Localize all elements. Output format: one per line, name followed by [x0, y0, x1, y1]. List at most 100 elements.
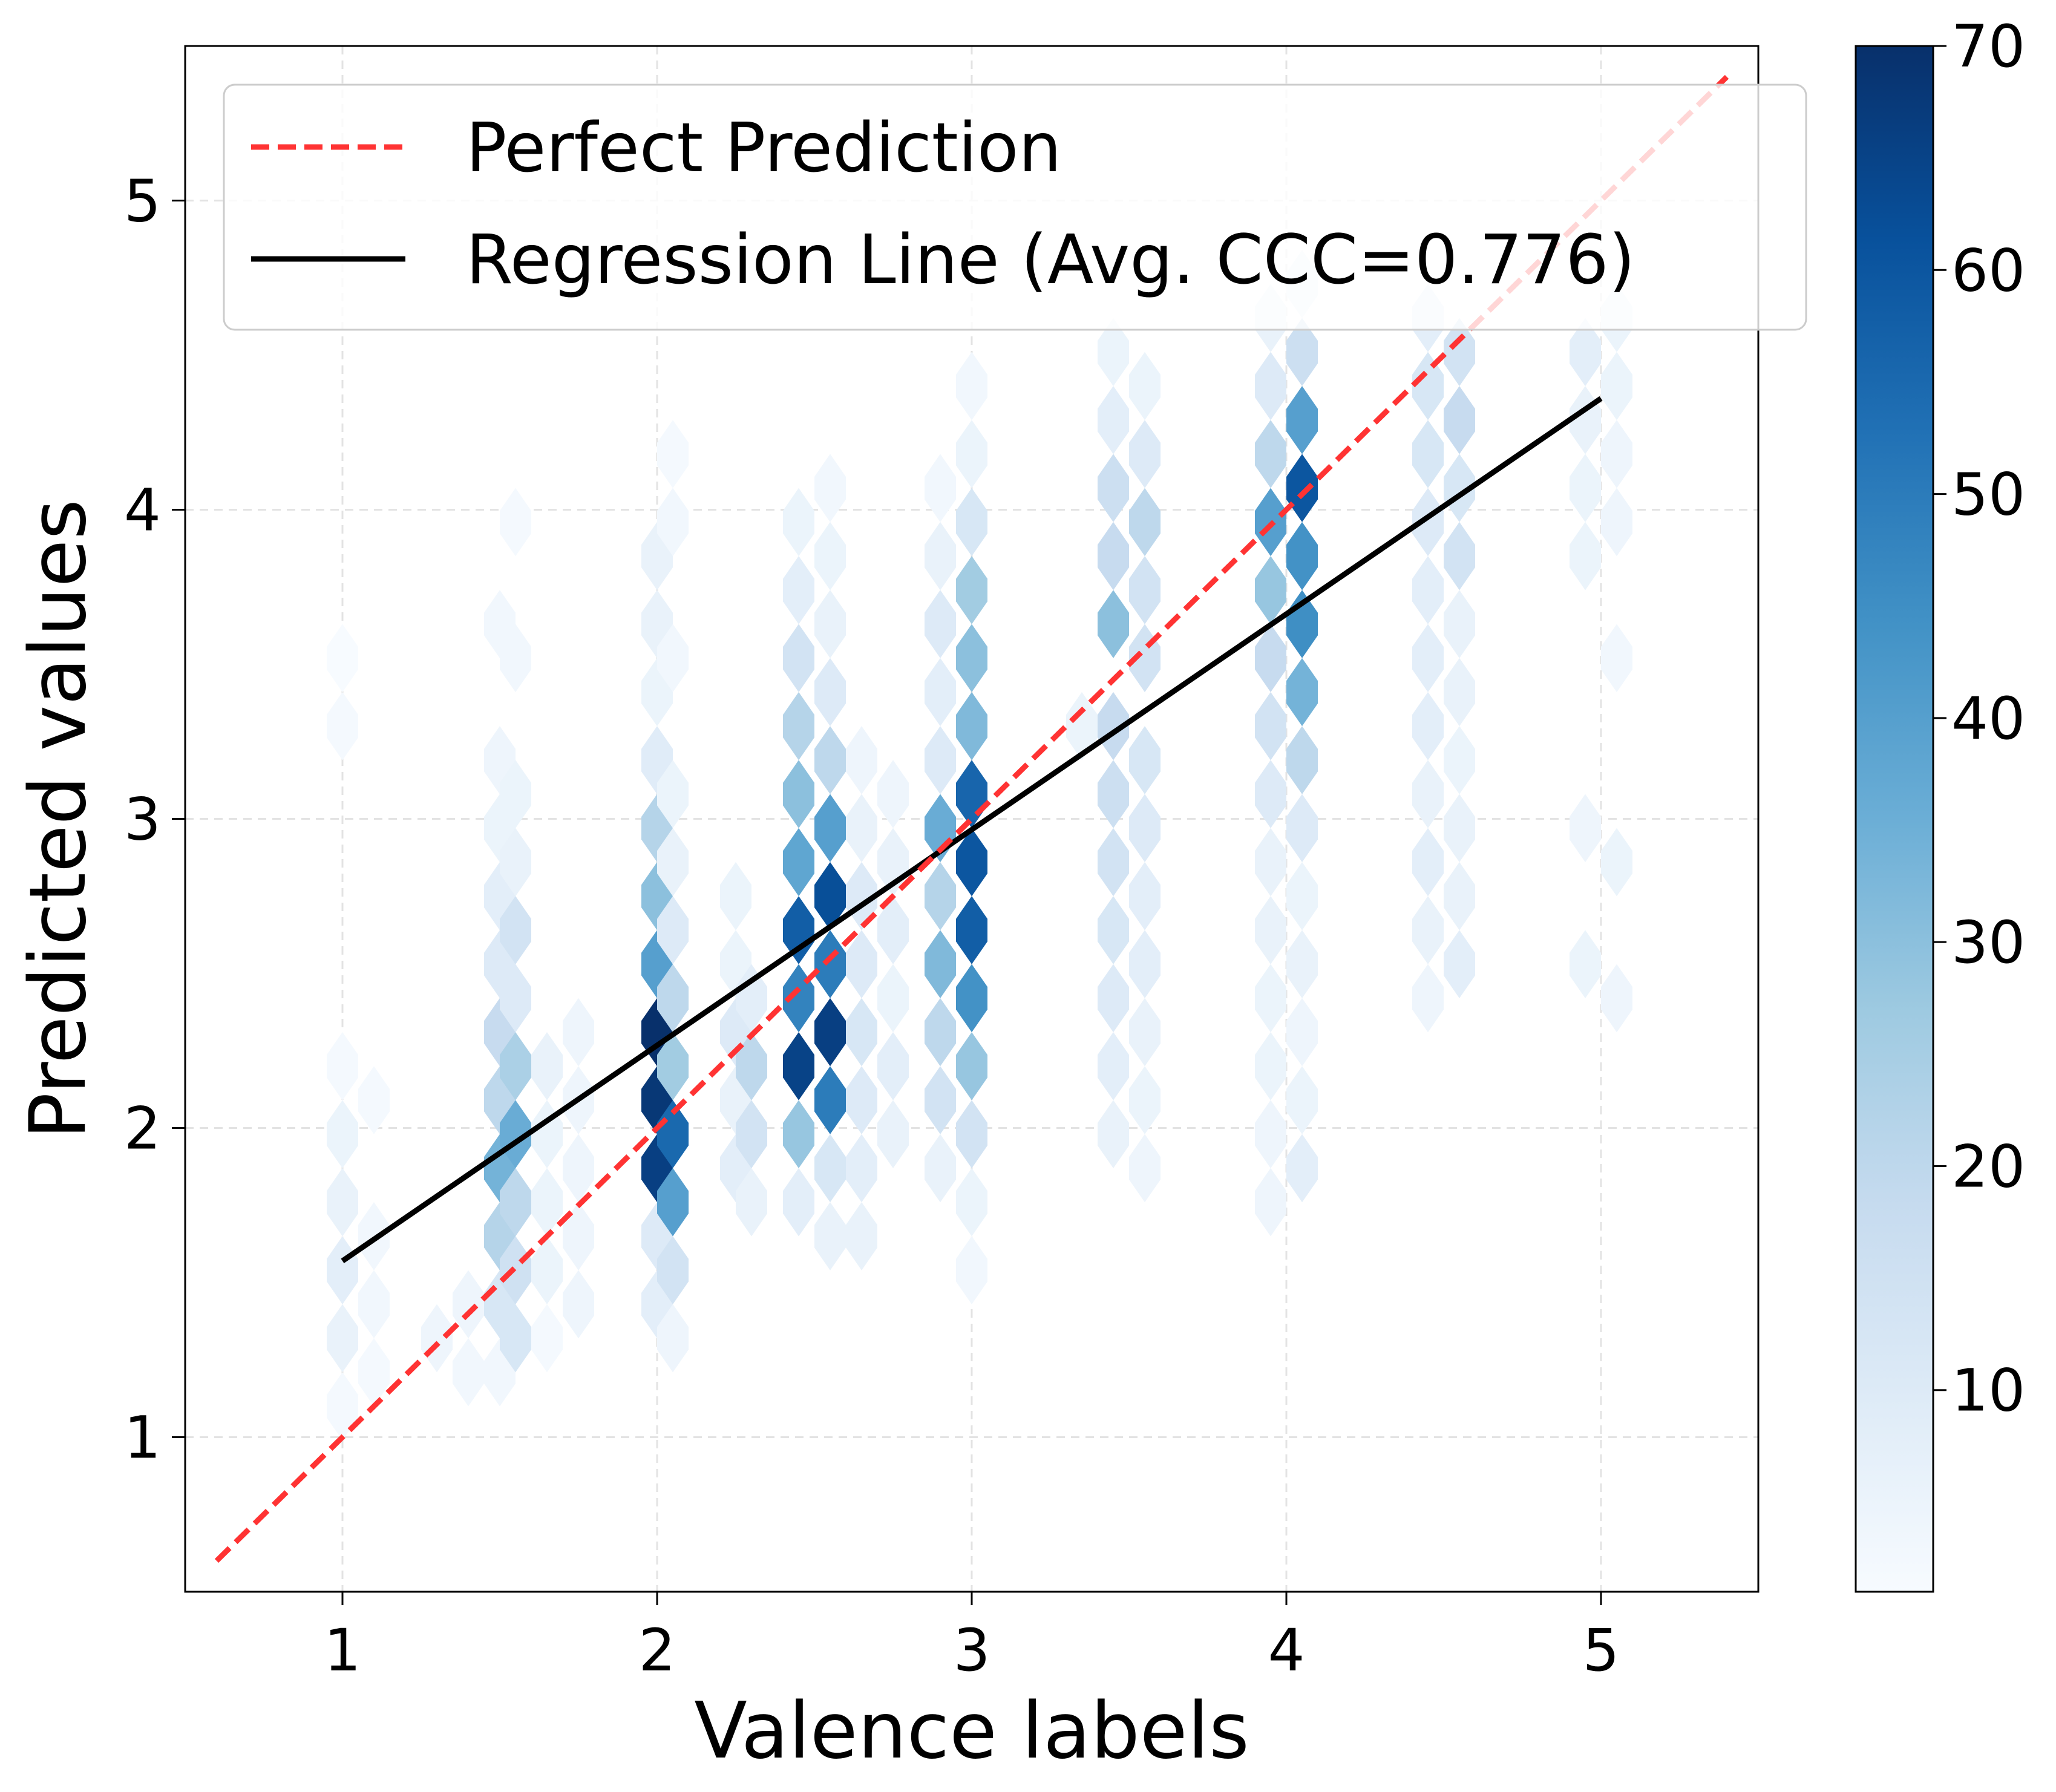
hexbin-cell [1412, 556, 1444, 624]
x-axis-title: Valence labels [694, 1686, 1249, 1776]
colorbar-tick-label: 40 [1951, 685, 2025, 753]
hexbin-cell [657, 1304, 689, 1373]
hexbin-cell [500, 1100, 531, 1168]
hexbin-cell [846, 794, 877, 863]
hexbin-cell [814, 1202, 846, 1270]
hexbin-cell [1286, 998, 1318, 1067]
hexbin-cell [877, 760, 909, 828]
hexbin-cell [925, 862, 956, 930]
colorbar-tick-label: 60 [1951, 237, 2025, 304]
hexbin-cell [1570, 930, 1601, 998]
hexbin-cell [1444, 726, 1475, 794]
hexbin-cell [736, 1168, 767, 1237]
y-tick-label: 2 [124, 1095, 161, 1163]
hexbin-cell [1570, 386, 1601, 454]
hexbin-cell [925, 590, 956, 658]
hexbin-cell [1098, 692, 1129, 760]
hexbin-cell [1255, 1168, 1286, 1237]
hexbin-cell [1444, 794, 1475, 863]
y-tick-label: 1 [124, 1404, 161, 1472]
hexbin-cell [1286, 862, 1318, 930]
hexbin-cell [1255, 760, 1286, 828]
legend-box [223, 83, 1807, 331]
hexbin-cell [1129, 862, 1161, 930]
y-tick-label: 5 [124, 168, 161, 235]
hexbin-cell [1286, 522, 1318, 590]
hexbin-cell [814, 1066, 846, 1134]
hexbin-cell [500, 624, 531, 693]
hexbin-cell [925, 998, 956, 1067]
hexbin-cell [956, 1236, 987, 1304]
hexbin-cell [1255, 828, 1286, 897]
hexbin-cell [657, 420, 689, 488]
hexbin-cell [657, 1100, 689, 1168]
hexbin-cell [783, 556, 814, 624]
hexbin-cell [1129, 420, 1161, 488]
hexbin-cell [358, 1066, 390, 1134]
hexbin-cell [1255, 556, 1286, 624]
hexbin-cell [1412, 692, 1444, 760]
hexbin-cell [1286, 726, 1318, 794]
hexbin-cell [956, 352, 987, 420]
hexbin-cell [925, 930, 956, 998]
hexbin-cell [1066, 692, 1098, 760]
hexbin-cell [1098, 590, 1129, 658]
hexbin-cell [814, 522, 846, 590]
hexbin-cell [956, 624, 987, 693]
hexbin-cell [783, 828, 814, 897]
hexbin-cell [846, 1134, 877, 1203]
hexbin-cell [327, 1032, 358, 1100]
hexbin-cell [1255, 352, 1286, 420]
legend-label-regression-line: Regression Line (Avg. CCC=0.776) [466, 221, 1635, 299]
legend-label-perfect-prediction: Perfect Prediction [466, 109, 1061, 188]
hexbin-cell [657, 896, 689, 964]
hexbin-cell [925, 1134, 956, 1203]
hexbin-cell [846, 1066, 877, 1134]
hexbin-cell [1570, 454, 1601, 522]
hexbin-cell [1286, 454, 1318, 522]
hexbin-cell [500, 1304, 531, 1373]
hexbin-cell [500, 760, 531, 828]
hexbin-cell [1286, 658, 1318, 727]
hexbin-cell [1444, 454, 1475, 522]
hexbin-cell [1601, 828, 1632, 897]
hexbin-cell [783, 692, 814, 760]
hexbin-cell [1255, 624, 1286, 693]
x-tick-label: 4 [1268, 1617, 1305, 1684]
hexbin-cell [531, 1236, 563, 1304]
hexbin-cell [531, 1168, 563, 1237]
hexbin-cell [956, 692, 987, 760]
hexbin-cell [1286, 386, 1318, 454]
x-axis-ticks: 1 2 3 4 5 [324, 1592, 1620, 1684]
hexbin-cell [925, 658, 956, 727]
hexbin-cell [1098, 760, 1129, 828]
colorbar-tick-label: 30 [1951, 909, 2025, 976]
hexbin-cell [1412, 352, 1444, 420]
hexbin-cell [1129, 488, 1161, 557]
hexbin-cell [1255, 964, 1286, 1033]
hexbin-cell [783, 488, 814, 557]
hexbin-cell [925, 522, 956, 590]
hexbin-cell [1412, 896, 1444, 964]
hexbin-cell [563, 1202, 594, 1270]
hexbin-cell [1570, 794, 1601, 863]
hexbin-cell [814, 454, 846, 522]
hexbin-cell [1601, 488, 1632, 557]
hexbin-cell [1255, 420, 1286, 488]
hexbin-cell [453, 1270, 484, 1339]
hexbin-cell [1286, 930, 1318, 998]
hexbin-cell [1098, 1100, 1129, 1168]
hexbin-cell [358, 1270, 390, 1339]
hexbin-cell [783, 1032, 814, 1100]
hexbin-cell [657, 760, 689, 828]
hexbin-cell [1412, 420, 1444, 488]
hexbin-cell [956, 1100, 987, 1168]
hexbin-cell [531, 1304, 563, 1373]
hexbin-cell [925, 726, 956, 794]
hexbin-cell [1444, 318, 1475, 387]
hexbin-cell [358, 1338, 390, 1407]
hexbin-cell [1098, 454, 1129, 522]
hexbin-cell [1286, 1066, 1318, 1134]
hexbin-cell [1412, 488, 1444, 557]
hexbin-cell [500, 1168, 531, 1237]
